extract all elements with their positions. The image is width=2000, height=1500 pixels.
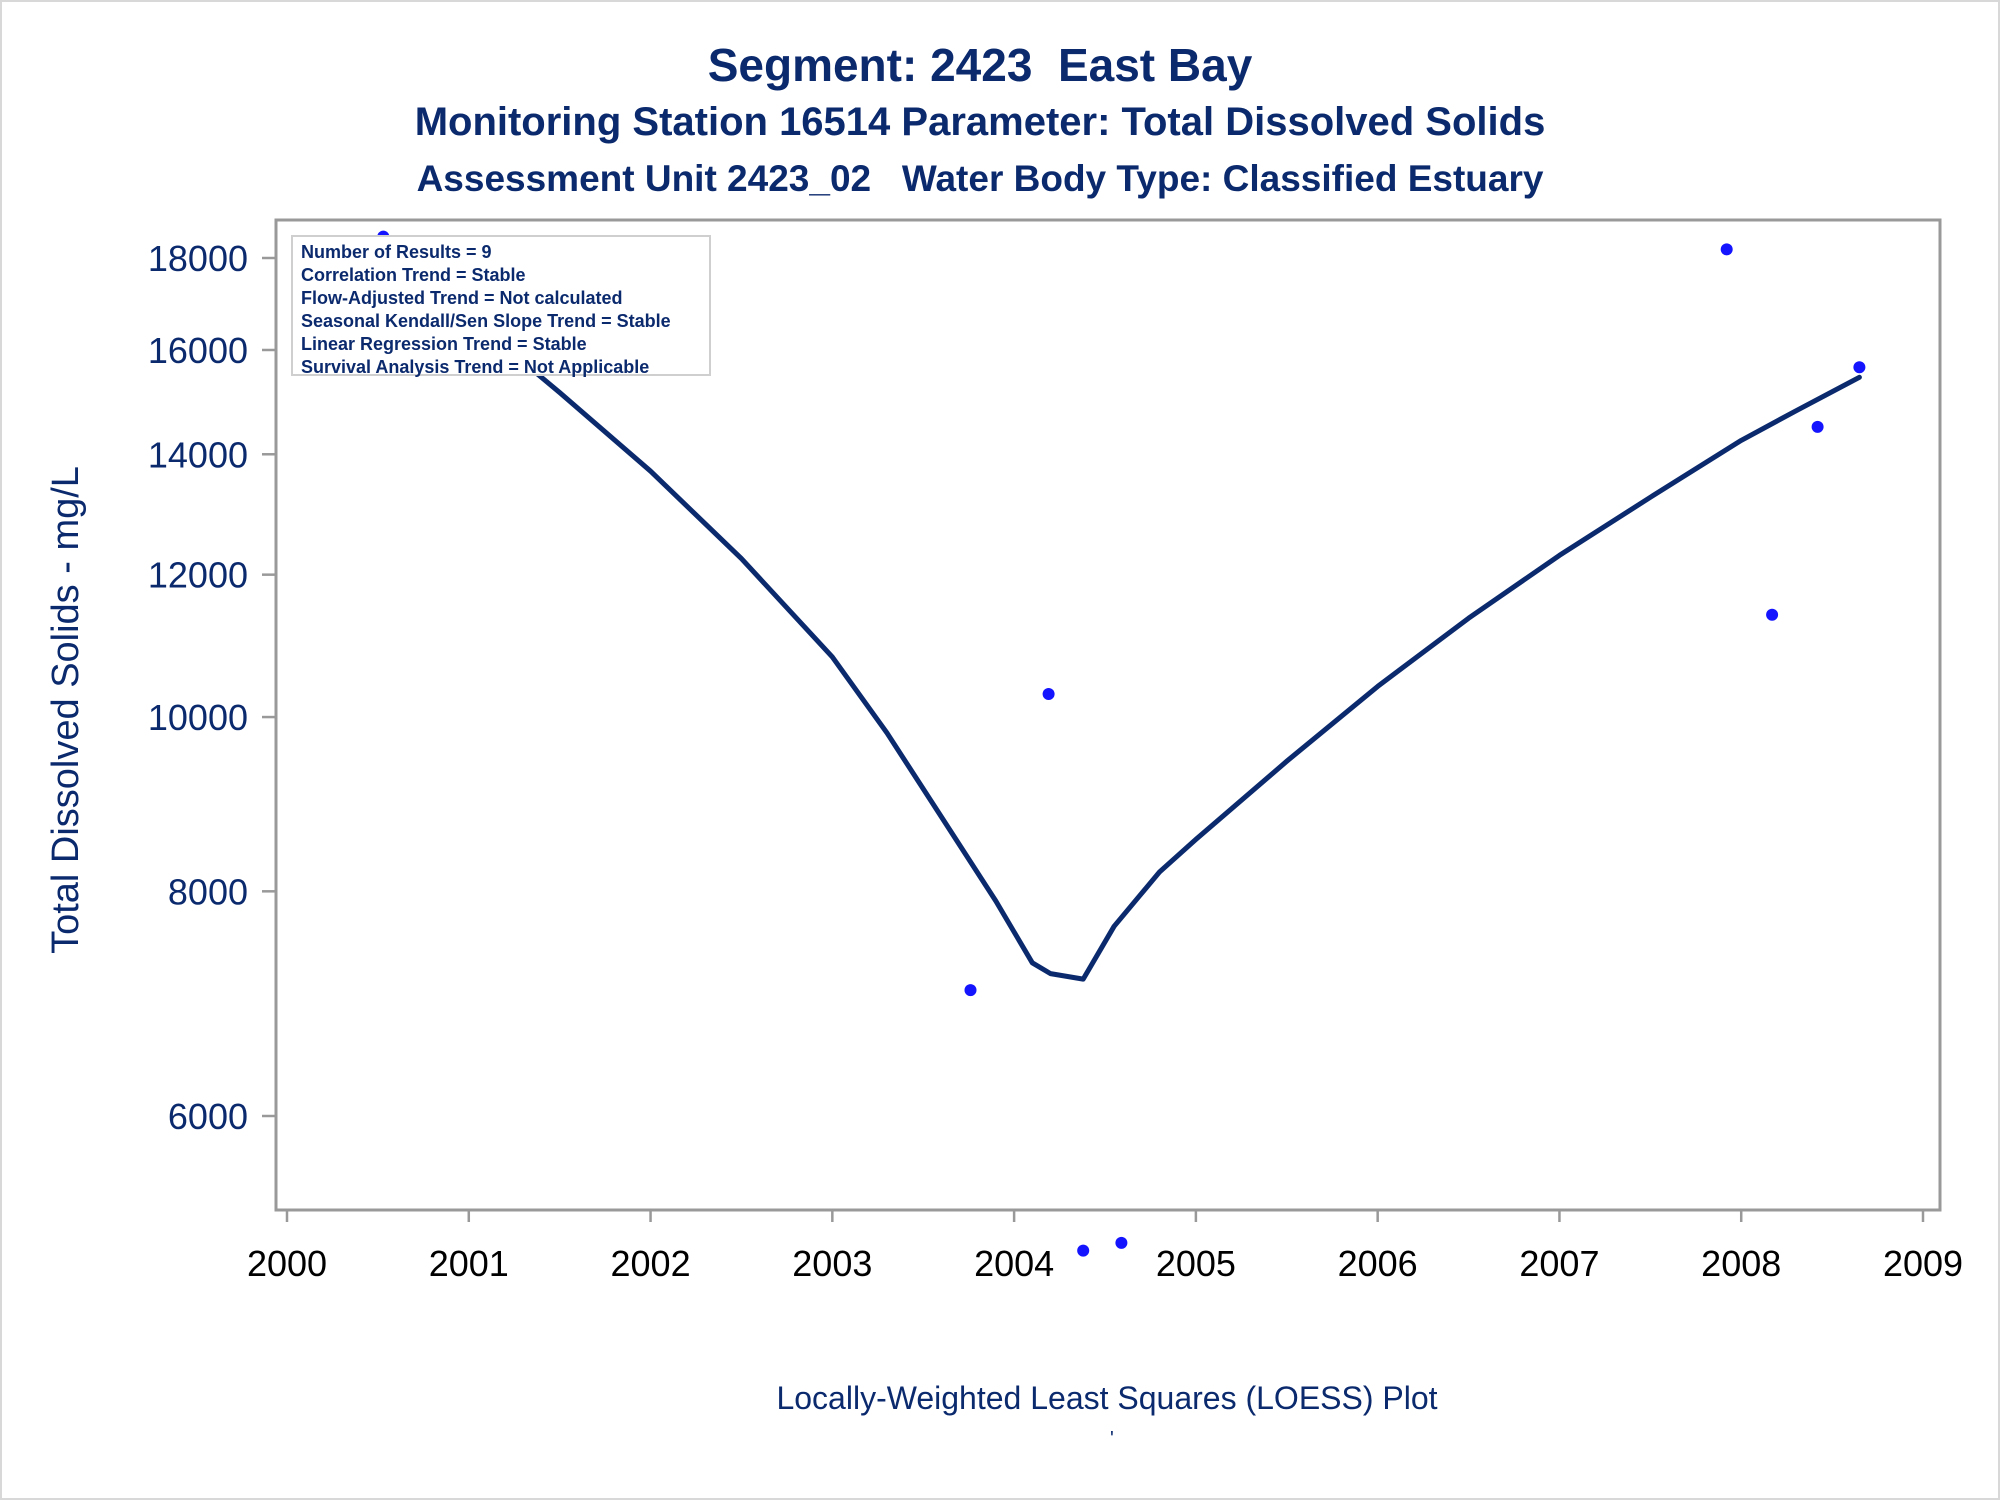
stats-seasonal-kendall-trend: Seasonal Kendall/Sen Slope Trend = Stabl…: [301, 311, 671, 331]
chart-title: Segment: 2423 East Bay: [707, 39, 1253, 91]
y-tick-label: 12000: [148, 555, 248, 596]
y-tick-label: 10000: [148, 697, 248, 738]
plot-area-frame: [274, 218, 1942, 1212]
data-point: [1720, 243, 1733, 256]
data-point: [1853, 361, 1866, 374]
x-tick-label: 2003: [792, 1243, 872, 1284]
chart-footnote: Locally-Weighted Least Squares (LOESS) P…: [776, 1380, 1438, 1416]
stats-flow-adjusted-trend: Flow-Adjusted Trend = Not calculated: [301, 288, 623, 308]
loess-line: [380, 242, 1862, 982]
y-tick-label: 16000: [148, 330, 248, 371]
data-point: [1115, 1236, 1128, 1249]
x-tick-label: 2005: [1156, 1243, 1236, 1284]
chart-subtitle-station: Monitoring Station 16514 Parameter: Tota…: [414, 100, 1546, 144]
stats-correlation-trend: Correlation Trend = Stable: [301, 265, 526, 285]
y-tick-label: 8000: [168, 871, 248, 912]
stats-linear-regression-trend: Linear Regression Trend = Stable: [301, 334, 587, 354]
footnote-mark: ': [1110, 1428, 1114, 1450]
data-point: [1077, 1244, 1090, 1257]
data-point: [964, 984, 977, 997]
y-axis-label: Total Dissolved Solids - mg/L: [45, 466, 87, 954]
y-tick-label: 6000: [168, 1096, 248, 1137]
x-tick-label: 2007: [1519, 1243, 1599, 1284]
data-point: [1042, 688, 1055, 700]
stats-number-of-results: Number of Results = 9: [301, 242, 492, 262]
data-point: [1766, 608, 1779, 621]
data-point: [1811, 420, 1824, 433]
y-tick-label: 14000: [148, 434, 248, 475]
y-tick-label: 18000: [148, 238, 248, 279]
x-tick-label: 2000: [247, 1243, 327, 1284]
x-tick-label: 2004: [974, 1243, 1054, 1284]
stats-survival-analysis-trend: Survival Analysis Trend = Not Applicable: [301, 357, 650, 377]
stats-box: Number of Results = 9 Correlation Trend …: [291, 235, 711, 377]
x-tick-label: 2001: [429, 1243, 509, 1284]
x-tick-label: 2006: [1338, 1243, 1418, 1284]
x-tick-label: 2002: [611, 1243, 691, 1284]
x-tick-label: 2008: [1701, 1243, 1781, 1284]
x-tick-label: 2009: [1883, 1243, 1963, 1284]
chart-subtitle-assessment: Assessment Unit 2423_02 Water Body Type:…: [416, 158, 1544, 199]
